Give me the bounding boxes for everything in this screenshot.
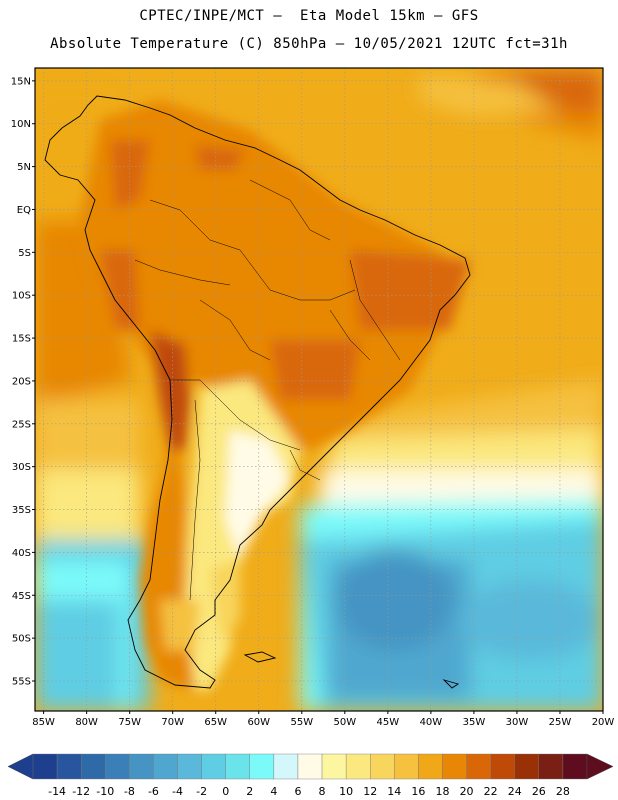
colorbar-label: -8	[124, 785, 135, 798]
colorbar-label: -10	[96, 785, 114, 798]
colorbar-label: 18	[435, 785, 449, 798]
lon-tick-label: 25W	[549, 717, 572, 728]
map-title-line-2: Absolute Temperature (C) 850hPa – 10/05/…	[50, 36, 568, 52]
colorbar-segment	[490, 753, 515, 780]
lon-tick-label: 20W	[592, 717, 615, 728]
lat-tick-label: 30S	[12, 462, 31, 473]
colorbar-segment	[225, 753, 250, 780]
colorbar-label: -4	[172, 785, 183, 798]
colorbar-segment	[466, 753, 491, 780]
lat-tick-label: 10N	[11, 119, 31, 130]
colorbar-label: 20	[460, 785, 474, 798]
colorbar-segment	[177, 753, 202, 780]
lon-tick-label: 65W	[204, 717, 227, 728]
colorbar-segment	[249, 753, 275, 780]
lat-tick-label: 45S	[12, 591, 31, 602]
lat-tick-label: 15S	[12, 334, 31, 345]
colorbar-segment	[442, 753, 467, 780]
lon-tick-label: 85W	[32, 717, 55, 728]
lat-tick-label: 50S	[12, 634, 31, 645]
lon-tick-label: 75W	[118, 717, 141, 728]
colorbar-low-arrow	[7, 753, 34, 780]
colorbar-segment	[56, 753, 82, 780]
lon-tick-label: 30W	[506, 717, 529, 728]
colorbar-segment	[321, 753, 347, 780]
colorbar-segment	[394, 753, 419, 780]
longitude-tick-labels: 85W 80W 75W 70W 65W 60W 55W 50W 45W 40W 35W 30W 25W 2…	[32, 711, 614, 728]
colorbar-segment	[514, 753, 540, 780]
colorbar	[7, 753, 614, 780]
colorbar-segment	[345, 753, 371, 780]
colorbar-segment	[201, 753, 226, 780]
colorbar-segment	[105, 753, 130, 780]
colorbar-segment	[273, 753, 299, 780]
lon-tick-label: 50W	[334, 717, 357, 728]
colorbar-segment	[297, 753, 323, 780]
colorbar-label: -6	[148, 785, 159, 798]
colorbar-label: -14	[48, 785, 66, 798]
colorbar-segment	[538, 753, 564, 780]
temperature-field	[35, 68, 603, 711]
colorbar-label: 0	[222, 785, 229, 798]
colorbar-segment	[370, 753, 395, 780]
colorbar-label: 16	[411, 785, 425, 798]
colorbar-label: 2	[246, 785, 253, 798]
lat-tick-label: 10S	[12, 291, 31, 302]
lon-tick-label: 60W	[247, 717, 270, 728]
lon-tick-label: 45W	[377, 717, 400, 728]
colorbar-segment	[153, 753, 178, 780]
country-borders	[134, 179, 401, 601]
colorbar-segment	[418, 753, 443, 780]
map-frame	[34, 67, 604, 712]
colorbar-high-arrow	[586, 753, 614, 780]
colorbar-label: 8	[319, 785, 326, 798]
lon-tick-label: 35W	[463, 717, 486, 728]
colorbar-label: 26	[532, 785, 546, 798]
lon-tick-label: 70W	[161, 717, 184, 728]
colorbar-segment	[32, 753, 58, 780]
lat-tick-label: 40S	[12, 548, 31, 559]
colorbar-label: 14	[387, 785, 401, 798]
colorbar-label: 4	[270, 785, 277, 798]
lon-tick-label: 40W	[420, 717, 443, 728]
colorbar-label: 24	[508, 785, 522, 798]
colorbar-label: 22	[484, 785, 498, 798]
lat-tick-label: 5N	[17, 162, 31, 173]
colorbar-segment	[129, 753, 154, 780]
lat-tick-label: 15N	[11, 76, 31, 87]
lat-tick-label: 5S	[18, 248, 31, 259]
lat-tick-label: 35S	[12, 505, 31, 516]
lat-tick-label: 20S	[12, 376, 31, 387]
coastlines	[44, 95, 471, 689]
colorbar-segment	[80, 753, 106, 780]
colorbar-label: 28	[556, 785, 570, 798]
colorbar-labels: -14 -12 -10 -8 -6 -4 -2 0 2 4 6 8 10 12 14 16 18 20 22 24 26…	[48, 785, 570, 798]
colorbar-label: -12	[72, 785, 90, 798]
colorbar-label: 6	[294, 785, 301, 798]
colorbar-label: 10	[339, 785, 353, 798]
lat-tick-label: 25S	[12, 419, 31, 430]
lat-tick-label: 55S	[12, 676, 31, 687]
latitude-tick-labels: 15N 10N 5N EQ 5S 10S 15S 20S 25S 30S 35S 40S 45S 50S 5…	[11, 76, 35, 687]
colorbar-segment	[562, 753, 588, 780]
colorbar-label: 12	[363, 785, 377, 798]
lon-tick-label: 55W	[290, 717, 313, 728]
lat-tick-label: EQ	[17, 205, 31, 216]
map-title-line-1: CPTEC/INPE/MCT – Eta Model 15km – GFS	[139, 8, 479, 24]
colorbar-label: -2	[196, 785, 207, 798]
lon-tick-label: 80W	[75, 717, 98, 728]
graticule	[35, 68, 603, 711]
